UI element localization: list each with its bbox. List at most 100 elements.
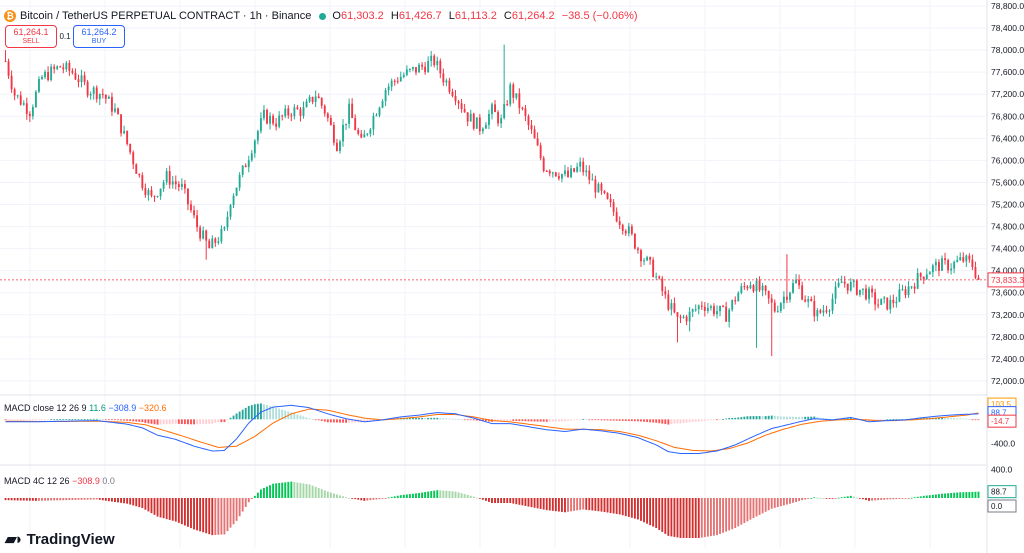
macd-value-label: 88.7 [991,409,1007,418]
macd4c-histogram-bar [412,493,414,498]
macd-histogram-bar [895,419,898,420]
macd-histogram-bar [676,419,679,424]
macd-histogram-bar [673,419,676,424]
candle [579,161,582,167]
macd4c-histogram-bar [682,498,685,538]
candle [670,303,673,310]
macd-histogram-bar [256,403,259,420]
candle [120,114,123,134]
macd4c-histogram-bar [123,498,126,504]
macd4c-histogram-bar [162,498,165,519]
quantity-value[interactable]: 0.1 [59,32,71,41]
macd-histogram-bar [56,419,59,421]
macd-histogram-bar [126,419,129,421]
macd4c-histogram-bar [886,498,889,500]
macd-histogram-bar [241,409,244,420]
candle [360,133,363,138]
candle [375,115,378,117]
candle [47,71,50,81]
candle [819,310,822,313]
candle [290,115,293,117]
macd4c-histogram-bar [545,498,548,511]
macd4c-histogram-bar [524,498,527,506]
macd4c-histogram-bar [725,498,728,532]
macd4c-histogram-bar [573,498,576,511]
candle [107,96,110,99]
macd4c-histogram-bar [703,498,706,538]
macd4c-histogram-bar [944,493,946,498]
macd-histogram-bar [269,405,271,420]
macd4c-histogram-bar [83,498,86,500]
macd-histogram-bar [703,419,706,421]
macd-histogram-bar [463,419,466,421]
macd-histogram-bar [4,419,7,421]
macd-histogram-bar [500,419,503,422]
macd-legend[interactable]: MACD close 12 26 9 11.6 −308.9 −320.6 [4,403,167,413]
macd-histogram-bar [424,417,427,420]
candle [913,286,916,289]
macd4c-histogram-bar [460,493,463,498]
macd-histogram-bar [263,404,265,420]
macd-histogram-bar [220,419,223,423]
macd4c-histogram-bar [363,498,366,501]
macd-histogram-bar [290,412,293,420]
macd-histogram-bar [640,419,642,422]
macd-histogram-bar [880,419,883,421]
candle [472,113,475,129]
macd4c-histogram-bar [405,494,408,498]
macd4c-histogram-bar [457,492,460,498]
macd-histogram-bar [877,419,880,421]
macd-histogram-bar [47,419,50,421]
candle [624,230,627,234]
macd4c-histogram-bar [232,498,235,525]
price-tick-label: 74,000.0 [991,266,1024,276]
candle [193,210,195,216]
macd4c-histogram-bar [314,486,317,498]
candle [673,303,676,313]
tradingview-logo[interactable]: ▰◗ TradingView [5,530,115,549]
candle [305,101,308,108]
buy-button[interactable]: 61,264.2 BUY [73,25,125,48]
macd-histogram-bar [7,419,10,421]
macd4c-histogram-bar [478,498,481,499]
macd4c-histogram-bar [199,498,202,532]
macd4c-histogram-bar [339,495,341,498]
candle [123,130,126,134]
macd-value-label: 103.5 [991,400,1012,409]
candle [229,204,232,217]
macd4c-histogram-bar [266,486,268,498]
signal-line [5,408,979,452]
macd-histogram-bar [962,418,965,420]
macd-histogram-bar [746,416,749,420]
macd4c-histogram-bar [278,483,281,498]
candle [895,301,898,304]
macd4c-histogram-bar [503,498,506,503]
candle [904,289,907,296]
macd4c-histogram-bar [773,498,776,508]
macd4c-histogram-bar [345,497,347,499]
candle [633,233,636,249]
macd4c-histogram-bar [372,498,375,500]
candle [354,118,357,131]
macd4c-histogram-bar [649,498,652,526]
candle [287,108,290,116]
macd4c-histogram-bar [247,498,250,503]
candle [144,188,147,196]
macd4c-histogram-bar [494,498,496,503]
candle [126,130,129,144]
macd4c-histogram-bar [630,498,633,518]
macd-histogram-bar [408,417,411,420]
candle [351,103,354,119]
candle [402,74,405,77]
macd4c-histogram-bar [360,498,363,501]
candle [150,190,153,196]
macd4c-histogram-bar [612,498,615,514]
symbol-title[interactable]: Bitcoin / TetherUS PERPETUAL CONTRACT · … [20,10,312,22]
candle [877,304,880,306]
macd-histogram-bar [719,419,721,421]
sell-button[interactable]: 61,264.1 SELL [5,25,57,48]
macd-histogram-bar [223,419,226,423]
price-tick-label: 78,800.0 [991,1,1024,11]
macd4c-legend[interactable]: MACD 4C 12 26 −308.9 0.0 [4,476,115,486]
